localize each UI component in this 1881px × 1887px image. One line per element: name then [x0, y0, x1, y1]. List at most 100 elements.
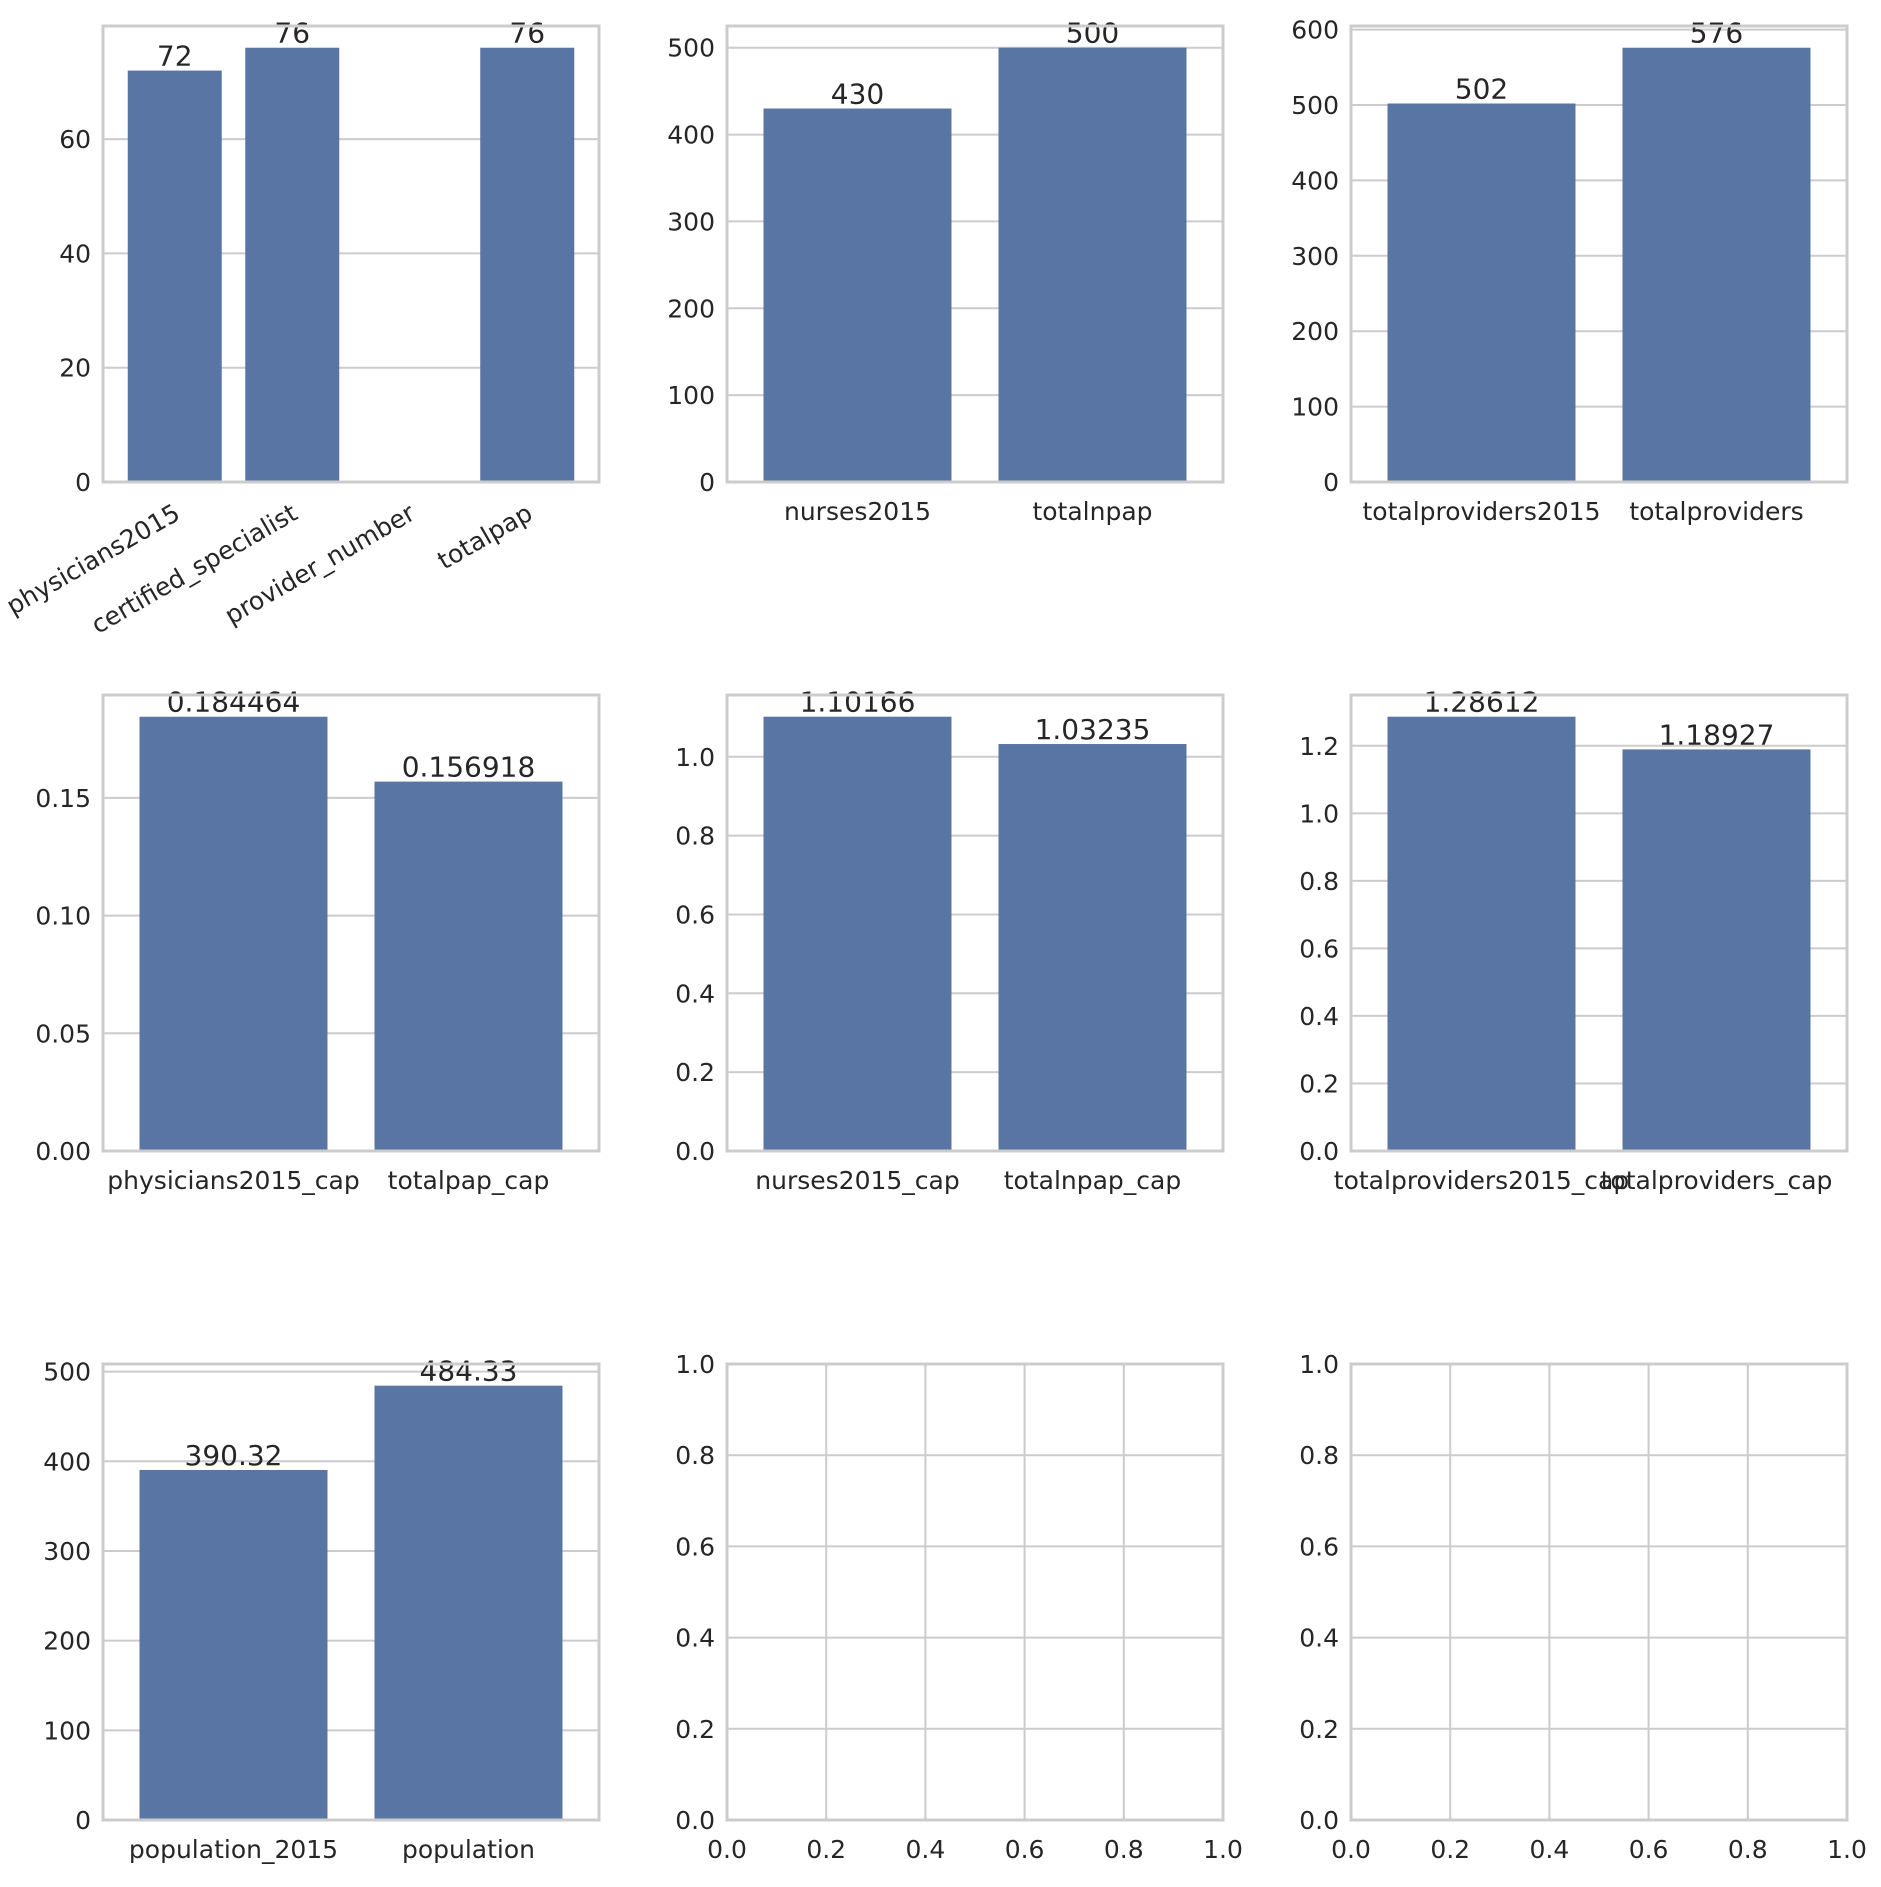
bar-totalproviders [1622, 47, 1811, 482]
bar-physicians2015 [127, 70, 222, 483]
x-tick-label: 0.2 [1430, 1835, 1470, 1864]
bar-population [374, 1385, 563, 1820]
bar-totalnpap_cap [998, 744, 1187, 1151]
x-tick-label: 0.6 [1005, 1835, 1045, 1864]
x-tick-label: totalproviders_cap [1601, 1166, 1833, 1195]
x-tick-label: 0.0 [1331, 1835, 1371, 1864]
x-tick-label: 0.8 [1104, 1835, 1144, 1864]
y-tick-label: 0 [75, 468, 91, 497]
bar-totalpap [480, 47, 575, 482]
data-label: 0.184464 [167, 686, 301, 719]
y-tick-label: 0.8 [675, 1441, 715, 1470]
bar-totalproviders2015 [1387, 103, 1576, 482]
y-tick-label: 0 [75, 1806, 91, 1835]
subplot-5: 0.0 0.2 0.4 0.6 0.8 1.0 1.10166 nurses2015_cap 1… [675, 686, 1225, 1195]
axes-frame [1349, 24, 1849, 484]
y-tick-label: 300 [667, 207, 715, 236]
x-tick-label: totalproviders2015_cap [1334, 1166, 1629, 1195]
y-tick-label: 300 [43, 1537, 91, 1566]
y-tick-label: 100 [1291, 393, 1339, 422]
y-tick-label: 200 [1291, 317, 1339, 346]
y-tick-label: 200 [667, 294, 715, 323]
data-label: 576 [1690, 17, 1743, 50]
y-tick-label: 0.0 [1299, 1806, 1339, 1835]
y-tick-label: 0.2 [675, 1715, 715, 1744]
bar-physicians2015_cap [139, 716, 328, 1151]
x-tick-label: 0.6 [1629, 1835, 1669, 1864]
y-tick-label: 0.8 [1299, 867, 1339, 896]
x-tick-label: population [402, 1835, 535, 1864]
x-tick-label: totalpap [432, 498, 537, 575]
y-tick-label: 0.4 [675, 979, 715, 1008]
y-tick-label: 1.0 [1299, 799, 1339, 828]
y-tick-label: 1.0 [1299, 1350, 1339, 1379]
bar-totalproviders2015_cap [1387, 716, 1576, 1151]
data-label: 1.18927 [1659, 718, 1775, 751]
bar-nurses2015_cap [763, 716, 952, 1151]
data-label: 484.33 [420, 1355, 518, 1388]
y-tick-label: 0.0 [675, 1806, 715, 1835]
y-tick-label: 600 [1291, 16, 1339, 45]
data-label: 0.156918 [402, 751, 536, 784]
x-tick-label: 0.4 [1530, 1835, 1570, 1864]
y-tick-label: 0.0 [1299, 1137, 1339, 1166]
subplot-6: 0.0 0.2 0.4 0.6 0.8 1.0 1.2 1.28612 totalprovide… [1299, 686, 1849, 1195]
axes-frame [101, 1362, 601, 1822]
x-tick-label: certified_specialist [86, 498, 302, 640]
bar-certified_specialist [245, 47, 340, 482]
axes-frame [725, 693, 1225, 1153]
y-tick-label: 400 [667, 121, 715, 150]
x-tick-label: nurses2015_cap [755, 1166, 959, 1195]
y-tick-label: 500 [1291, 91, 1339, 120]
y-tick-label: 500 [667, 34, 715, 63]
data-label: 1.10166 [800, 686, 916, 719]
y-tick-label: 0.4 [1299, 1002, 1339, 1031]
axes-frame [1349, 693, 1849, 1153]
x-tick-label: 0.0 [707, 1835, 747, 1864]
x-tick-label: totalproviders2015 [1363, 497, 1601, 526]
axes-frame [101, 693, 601, 1153]
data-label: 500 [1066, 17, 1119, 50]
y-tick-label: 0.00 [35, 1137, 91, 1166]
y-tick-label: 20 [59, 354, 91, 383]
y-tick-label: 200 [43, 1627, 91, 1656]
bar-totalproviders_cap [1622, 749, 1811, 1151]
y-tick-label: 0 [699, 468, 715, 497]
data-label: 76 [509, 17, 545, 50]
y-tick-label: 0.2 [1299, 1715, 1339, 1744]
x-tick-label: totalpap_cap [388, 1166, 550, 1195]
data-label: 430 [831, 78, 884, 111]
y-tick-label: 0.2 [675, 1058, 715, 1087]
subplot-4: 0.00 0.05 0.10 0.15 0.184464 physicians2015_c… [35, 686, 601, 1195]
axes-frame [725, 24, 1225, 484]
y-tick-label: 400 [1291, 166, 1339, 195]
y-tick-label: 0.15 [35, 784, 91, 813]
y-tick-label: 100 [43, 1716, 91, 1745]
x-tick-label: 0.2 [806, 1835, 846, 1864]
bar-nurses2015 [763, 108, 952, 482]
y-tick-label: 0.2 [1299, 1069, 1339, 1098]
x-tick-label: physicians2015_cap [107, 1166, 359, 1195]
data-label: 72 [157, 40, 193, 73]
subplot-3: 0 100 200 300 400 500 600 502 totalproviders2015… [1291, 16, 1849, 526]
y-tick-label: 0.0 [675, 1137, 715, 1166]
data-label: 502 [1455, 73, 1508, 106]
y-tick-label: 400 [43, 1447, 91, 1476]
x-tick-label: provider_number [220, 498, 421, 631]
subplot-7: 0 100 200 300 400 500 390.32 population_2015 484… [43, 1355, 601, 1864]
x-tick-label: totalproviders [1629, 497, 1803, 526]
x-tick-label: 1.0 [1827, 1835, 1867, 1864]
y-tick-label: 0.8 [1299, 1441, 1339, 1470]
x-tick-label: 1.0 [1203, 1835, 1243, 1864]
y-tick-label: 500 [43, 1358, 91, 1387]
axes-frame [725, 1362, 1225, 1822]
y-tick-label: 0.8 [675, 822, 715, 851]
x-tick-label: totalnpap_cap [1004, 1166, 1182, 1195]
data-label: 1.03235 [1035, 713, 1151, 746]
x-tick-label: nurses2015 [784, 497, 931, 526]
y-tick-label: 0.4 [675, 1624, 715, 1653]
data-label: 390.32 [185, 1439, 283, 1472]
y-tick-label: 0 [1323, 468, 1339, 497]
subplot-1: 020406072physicians201576certified_speci… [1, 17, 601, 640]
